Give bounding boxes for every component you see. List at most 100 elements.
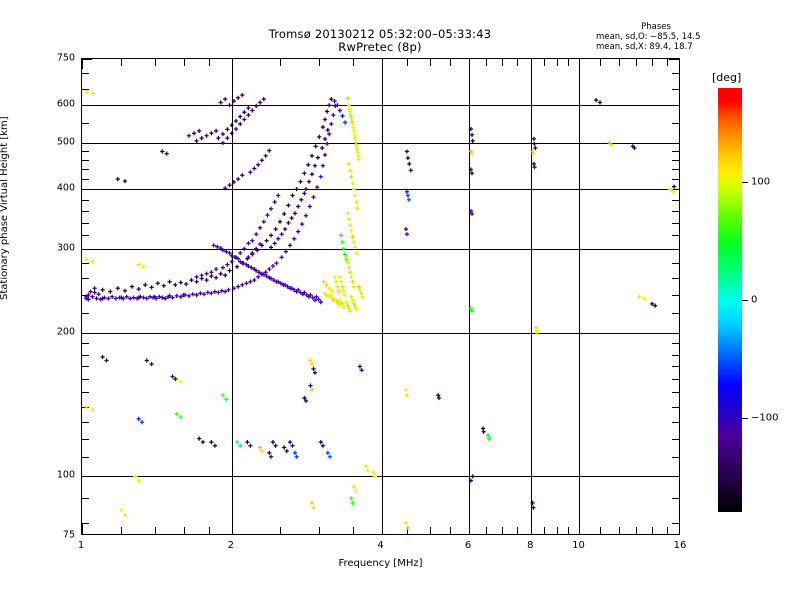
scatter-point — [327, 132, 332, 137]
x-axis-tick — [155, 59, 156, 66]
scatter-point — [469, 309, 475, 314]
scatter-point — [212, 443, 217, 448]
scatter-point — [345, 211, 350, 216]
y-axis-tick — [672, 235, 679, 236]
y-axis-tick-label: 500 — [56, 136, 75, 148]
scatter-point — [345, 96, 350, 101]
scatter-point — [281, 282, 286, 287]
scatter-point — [273, 443, 278, 448]
x-axis-tick — [517, 527, 518, 534]
y-axis-tick — [82, 422, 89, 423]
scatter-point — [272, 241, 277, 246]
plot-title-line1: Tromsø 20130212 05:32:00–05:33:43 — [268, 27, 492, 41]
scatter-point — [246, 105, 251, 111]
scatter-point — [351, 284, 356, 289]
scatter-point — [345, 303, 350, 308]
scatter-point — [90, 294, 95, 299]
colorbar-tick — [742, 300, 748, 301]
scatter-point — [147, 294, 153, 299]
scatter-point — [315, 185, 320, 190]
x-axis-tick — [232, 59, 233, 69]
scatter-point — [284, 449, 289, 454]
scatter-point — [371, 470, 376, 475]
y-axis-tick — [672, 278, 679, 279]
scatter-point — [309, 387, 315, 392]
scatter-point — [343, 292, 348, 298]
scatter-point — [303, 187, 309, 192]
scatter-point — [354, 199, 359, 205]
scatter-point — [220, 393, 225, 398]
scatter-point — [202, 292, 207, 297]
y-axis-tick — [672, 366, 679, 367]
x-axis-tick — [557, 59, 558, 66]
scatter-point — [267, 148, 272, 153]
scatter-point — [348, 309, 353, 314]
scatter-point — [139, 420, 145, 425]
x-axis-tick — [568, 59, 569, 66]
scatter-point — [642, 296, 647, 301]
scatter-point — [302, 191, 307, 196]
scatter-point — [351, 301, 356, 306]
phase-stats-o-mode: mean, sd,O: −85.5, 14.5 — [596, 32, 701, 43]
scatter-point — [269, 206, 274, 211]
x-axis-tick — [430, 59, 431, 66]
scatter-point — [246, 113, 251, 118]
y-axis-tick — [672, 422, 679, 423]
scatter-point — [372, 474, 377, 479]
scatter-point — [199, 273, 204, 278]
y-axis-tick — [82, 59, 92, 60]
y-axis-tick — [672, 169, 679, 170]
scatter-point — [215, 244, 220, 249]
scatter-point — [353, 140, 358, 145]
scatter-point — [194, 292, 199, 298]
x-axis-tick — [600, 527, 601, 534]
scatter-point — [597, 100, 603, 105]
y-axis-tick — [672, 211, 679, 212]
scatter-point — [223, 273, 228, 278]
scatter-point — [340, 239, 345, 245]
scatter-point — [672, 184, 677, 189]
scatter-point — [178, 280, 183, 285]
scatter-point — [92, 286, 97, 291]
scatter-point — [325, 294, 330, 299]
scatter-point — [113, 296, 118, 301]
y-axis-tick — [82, 235, 89, 236]
scatter-point — [408, 168, 413, 173]
gridline-vertical — [531, 59, 532, 534]
scatter-point — [350, 234, 355, 239]
scatter-point — [224, 397, 229, 402]
colorbar-tick-label: 100 — [751, 176, 771, 188]
x-axis-tick — [382, 59, 383, 69]
scatter-point — [214, 128, 219, 133]
scatter-point — [242, 246, 247, 251]
scatter-point — [90, 91, 95, 96]
x-axis-tick — [353, 59, 354, 66]
y-axis-tick — [82, 366, 89, 367]
scatter-point — [290, 443, 295, 448]
scatter-point — [100, 296, 105, 301]
y-axis-tick — [669, 189, 679, 190]
scatter-point — [84, 294, 89, 299]
scatter-point — [341, 305, 346, 310]
scatter-point — [184, 282, 189, 287]
x-axis-tick — [121, 527, 122, 534]
scatter-point — [218, 246, 223, 251]
scatter-point — [470, 474, 475, 479]
scatter-point — [90, 259, 95, 264]
scatter-point — [267, 450, 272, 455]
y-axis-tick — [82, 223, 89, 224]
scatter-point — [250, 250, 255, 256]
scatter-point — [349, 274, 354, 279]
scatter-point — [333, 297, 339, 302]
scatter-point — [405, 155, 410, 161]
scatter-point — [204, 133, 209, 138]
y-axis-tick — [82, 498, 89, 499]
x-axis-tick — [579, 59, 580, 69]
scatter-point — [286, 203, 291, 208]
scatter-point — [354, 307, 359, 312]
scatter-point — [307, 204, 312, 209]
scatter-point — [136, 478, 141, 483]
y-axis-tick — [82, 355, 89, 356]
y-axis-tick — [82, 211, 89, 212]
scatter-point — [405, 193, 410, 198]
